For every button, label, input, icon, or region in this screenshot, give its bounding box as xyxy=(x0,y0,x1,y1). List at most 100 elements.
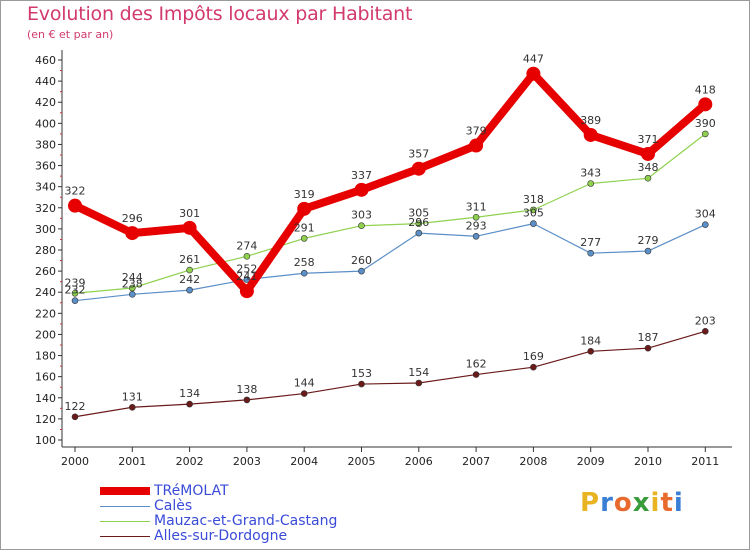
data-label: 305 xyxy=(523,207,544,220)
x-tick-label: 2007 xyxy=(462,455,490,468)
data-label: 319 xyxy=(294,188,315,201)
x-tick-label: 2006 xyxy=(405,455,433,468)
data-label: 238 xyxy=(122,277,143,290)
data-point xyxy=(526,66,541,81)
data-point xyxy=(701,327,709,335)
logo-letter: P xyxy=(580,488,601,518)
y-tick-label: 220 xyxy=(35,307,56,320)
data-point xyxy=(300,235,308,242)
data-point xyxy=(530,220,537,227)
data-label: 258 xyxy=(294,256,315,269)
y-tick-label: 280 xyxy=(35,244,56,257)
x-tick-label: 2008 xyxy=(519,455,547,468)
data-label: 304 xyxy=(695,208,716,221)
legend-swatch-2 xyxy=(100,521,150,522)
data-label: 242 xyxy=(179,273,200,286)
data-point xyxy=(472,371,480,378)
data-point xyxy=(415,220,423,227)
data-point xyxy=(530,363,537,371)
data-label: 343 xyxy=(580,167,601,180)
data-point xyxy=(68,198,82,213)
data-label: 447 xyxy=(523,53,544,66)
y-tick-label: 360 xyxy=(35,160,56,173)
data-label: 379 xyxy=(466,125,487,138)
y-tick-label: 460 xyxy=(35,54,56,67)
logo-letter: i xyxy=(650,488,661,518)
data-point xyxy=(644,174,652,182)
data-label: 291 xyxy=(294,221,315,234)
data-label: 303 xyxy=(351,209,372,222)
data-label: 279 xyxy=(638,234,659,247)
data-label: 153 xyxy=(351,367,372,380)
data-label: 138 xyxy=(236,383,257,396)
data-label: 260 xyxy=(351,254,372,267)
data-point xyxy=(71,413,79,421)
y-tick-label: 380 xyxy=(35,138,56,151)
chart-subtitle: (en € et par an) xyxy=(27,28,114,41)
logo-letter: r xyxy=(600,488,614,518)
data-label: 390 xyxy=(695,117,716,130)
y-tick-label: 180 xyxy=(35,350,56,363)
data-point xyxy=(186,266,193,274)
data-point xyxy=(243,276,251,283)
series-line-2 xyxy=(74,133,706,294)
chart-title: Evolution des Impôts locaux par Habitant xyxy=(27,3,413,25)
data-label: 232 xyxy=(65,284,86,297)
data-point xyxy=(358,380,365,388)
line-chart: 100 120 140 160 180 200 220 240 260 280 300 320 340 3… xyxy=(35,50,732,468)
data-label: 184 xyxy=(580,334,601,347)
y-tick-label: 140 xyxy=(35,392,56,405)
data-label: 131 xyxy=(122,390,143,403)
data-point xyxy=(587,348,595,355)
y-tick-label: 160 xyxy=(35,371,56,384)
series-line-1 xyxy=(74,223,706,302)
data-label: 244 xyxy=(122,271,143,284)
data-label: 187 xyxy=(638,331,659,344)
data-label: 318 xyxy=(523,193,544,206)
y-tick-label: 340 xyxy=(35,181,56,194)
data-point xyxy=(530,206,537,214)
data-label: 389 xyxy=(580,114,601,127)
x-tick-label: 2011 xyxy=(691,455,719,468)
data-point xyxy=(469,138,484,153)
data-label: 293 xyxy=(466,219,487,232)
logo-letter: o xyxy=(613,488,633,518)
data-label: 154 xyxy=(408,366,429,379)
data-label: 296 xyxy=(122,212,143,225)
data-point xyxy=(583,127,598,142)
data-point xyxy=(297,201,312,216)
data-label: 252 xyxy=(236,263,257,276)
y-tick-label: 200 xyxy=(35,328,56,341)
data-point xyxy=(698,97,713,112)
y-tick-label: 440 xyxy=(35,75,56,88)
data-label: 169 xyxy=(523,350,544,363)
data-label: 296 xyxy=(408,216,429,229)
data-point xyxy=(239,284,254,299)
data-label: 371 xyxy=(638,133,659,146)
series-line-0 xyxy=(73,69,708,296)
data-label: 274 xyxy=(236,239,257,252)
data-point xyxy=(358,267,365,275)
data-label: 337 xyxy=(351,169,372,182)
legend-label-2: Mauzac-et-Grand-Castang xyxy=(154,513,338,529)
y-tick-label: 120 xyxy=(35,413,56,426)
series-line-3 xyxy=(74,330,706,418)
data-point xyxy=(415,229,423,237)
plot-area xyxy=(62,50,732,447)
x-tick-label: 2001 xyxy=(118,455,146,468)
data-point xyxy=(641,146,655,161)
data-label: 348 xyxy=(638,161,659,174)
data-point xyxy=(358,222,365,230)
data-point xyxy=(472,213,480,221)
data-point xyxy=(300,269,308,277)
x-tick-label: 2009 xyxy=(577,455,605,468)
data-label: 134 xyxy=(179,387,200,400)
data-label: 322 xyxy=(65,185,86,198)
y-tick-label: 320 xyxy=(35,202,56,215)
data-point xyxy=(243,253,251,260)
data-label: 311 xyxy=(466,200,487,213)
y-tick-label: 300 xyxy=(35,223,56,236)
data-label: 418 xyxy=(695,83,716,96)
data-label: 261 xyxy=(179,253,200,266)
data-point xyxy=(243,396,251,404)
